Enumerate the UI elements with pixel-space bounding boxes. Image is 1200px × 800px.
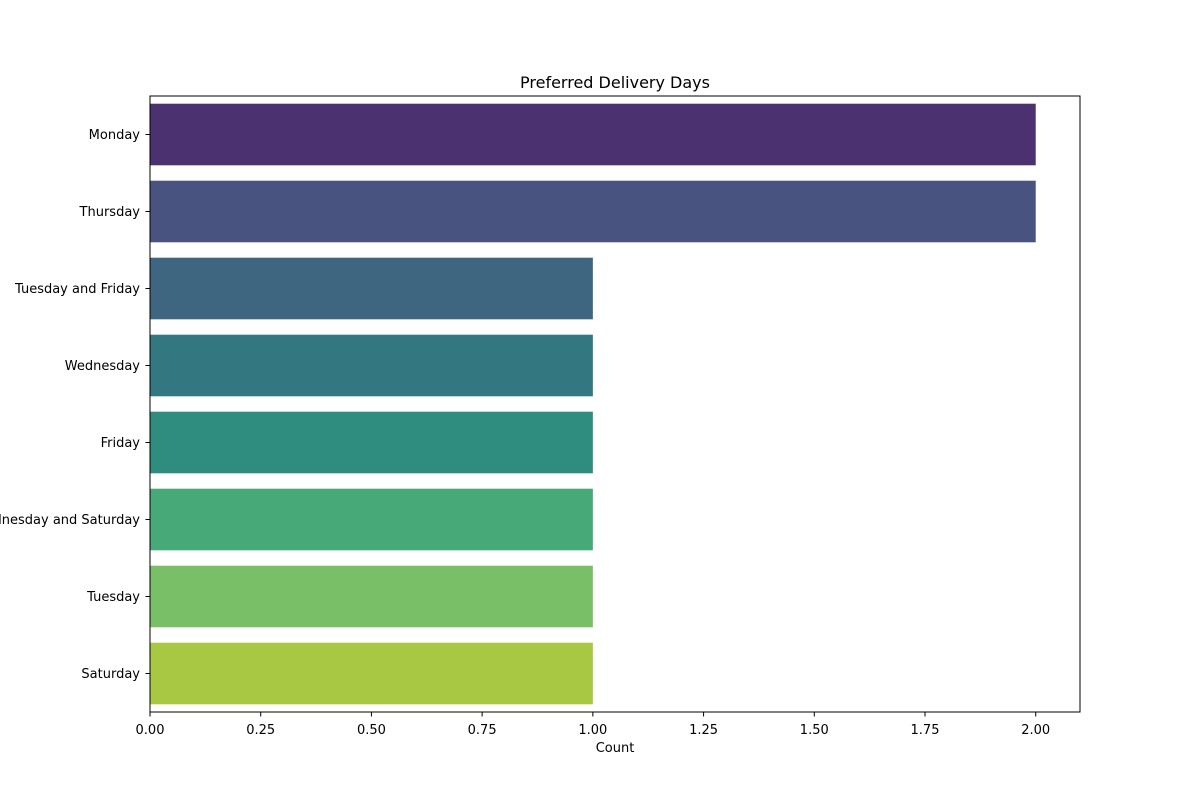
bar-thursday xyxy=(150,180,1036,243)
y-tick-label: Monday xyxy=(89,128,141,143)
bar-monday xyxy=(150,103,1036,166)
y-tick-label: Tuesday and Friday xyxy=(14,282,140,297)
x-tick-label: 1.75 xyxy=(911,723,940,738)
x-tick-label: 1.00 xyxy=(578,723,607,738)
x-tick-label: 0.50 xyxy=(357,723,386,738)
x-tick-label: 0.00 xyxy=(136,723,165,738)
y-tick-label: Wednesday and Saturday xyxy=(0,513,140,528)
x-tick-label: 1.50 xyxy=(800,723,829,738)
chart-title: Preferred Delivery Days xyxy=(520,73,710,92)
y-tick-label: Thursday xyxy=(79,205,141,220)
bar-wednesday-and-saturday xyxy=(150,488,593,551)
bar-wednesday xyxy=(150,334,593,397)
y-axis-ticks: Monday Thursday Tuesday and Friday Wednesda… xyxy=(0,128,150,682)
y-tick-label: Wednesday xyxy=(65,359,141,374)
bar-saturday xyxy=(150,642,593,705)
plot-frame xyxy=(149,95,1081,713)
bar-friday xyxy=(150,411,593,474)
y-tick-label: Tuesday xyxy=(86,590,140,605)
bars-group xyxy=(150,103,1036,705)
x-axis-label: Count xyxy=(596,741,635,756)
x-axis-ticks: 0.00 0.25 0.50 0.75 1.00 1.25 1.50 1.75 2.00 xyxy=(136,712,1050,738)
bar-tuesday xyxy=(150,565,593,628)
x-tick-label: 0.75 xyxy=(468,723,497,738)
y-tick-label: Friday xyxy=(101,436,141,451)
bar-tuesday-and-friday xyxy=(150,257,593,320)
y-tick-label: Saturday xyxy=(81,667,140,682)
x-tick-label: 0.25 xyxy=(246,723,275,738)
x-tick-label: 1.25 xyxy=(689,723,718,738)
x-tick-label: 2.00 xyxy=(1021,723,1050,738)
